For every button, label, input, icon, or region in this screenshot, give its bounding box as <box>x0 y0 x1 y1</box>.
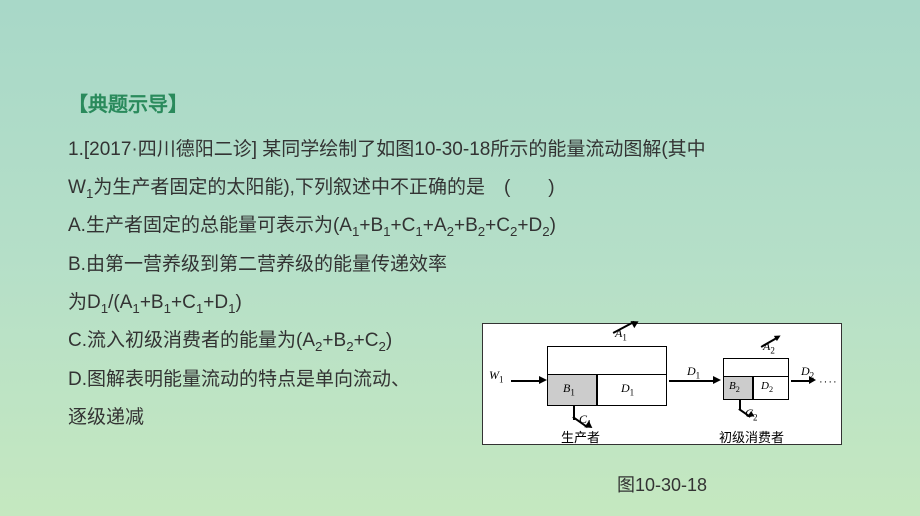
option-d-line1: D.图解表明能量流动的特点是单向流动、 <box>68 361 498 399</box>
label-c1: C1 <box>579 412 592 428</box>
label-producer: 生产者 <box>561 427 600 446</box>
label-b2: B2 <box>729 380 740 394</box>
label-a1: A1 <box>615 326 627 342</box>
figure-container: W1 B1 D1 A1 C1 生产者 D1 <box>482 323 842 497</box>
label-d1-arrow: D1 <box>687 364 700 380</box>
label-b1: B1 <box>563 381 575 397</box>
section-header: 【典题示导】 <box>68 88 852 117</box>
energy-flow-diagram: W1 B1 D1 A1 C1 生产者 D1 <box>482 323 842 445</box>
dashed-continuation: ···· <box>819 376 838 388</box>
label-a2: A2 <box>763 339 775 355</box>
label-d2-inner: D2 <box>761 380 773 394</box>
question-line-2: W1为生产者固定的太阳能),下列叙述中不正确的是 ( ) <box>68 169 852 207</box>
label-c2: C2 <box>745 406 758 422</box>
option-c: C.流入初级消费者的能量为(A2+B2+C2) <box>68 322 498 360</box>
figure-caption: 图10-30-18 <box>482 471 842 497</box>
option-a: A.生产者固定的总能量可表示为(A1+B1+C1+A2+B2+C2+D2) <box>68 207 852 245</box>
question-content: 1.[2017·四川德阳二诊] 某同学绘制了如图10-30-18所示的能量流动图… <box>68 131 852 437</box>
question-line-1: 1.[2017·四川德阳二诊] 某同学绘制了如图10-30-18所示的能量流动图… <box>68 131 852 169</box>
label-w1: W1 <box>489 368 504 384</box>
option-b-line2: 为D1/(A1+B1+C1+D1) <box>68 284 498 322</box>
label-consumer: 初级消费者 <box>719 427 784 446</box>
option-b-line1: B.由第一营养级到第二营养级的能量传递效率 <box>68 246 852 284</box>
label-d1-inner: D1 <box>621 381 634 397</box>
option-d-line2: 逐级递减 <box>68 399 498 437</box>
